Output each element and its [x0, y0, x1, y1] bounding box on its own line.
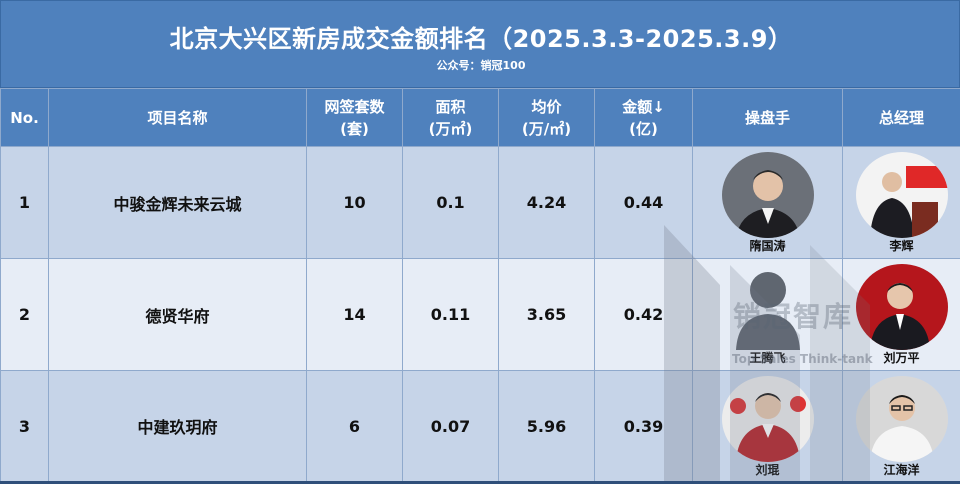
operator-avatar — [721, 152, 814, 238]
col-header-area-unit: (万㎡) — [428, 119, 473, 138]
cell-no: 1 — [0, 146, 49, 259]
cell-operator: 王腾飞 — [692, 258, 843, 371]
cell-area: 0.11 — [402, 258, 499, 371]
col-header-gm: 总经理 — [842, 88, 960, 147]
operator-name: 隋国涛 — [749, 239, 786, 253]
placeholder-person-icon — [722, 264, 814, 350]
col-header-operator: 操盘手 — [692, 88, 843, 147]
cell-amount: 0.42 — [594, 258, 693, 371]
cell-no: 3 — [0, 370, 49, 482]
col-header-price: 均价 (万/㎡) — [498, 88, 595, 147]
col-header-amount-unit: (亿) — [629, 119, 658, 138]
cell-operator: 隋国涛 — [692, 146, 843, 259]
col-header-units: 网签套数 (套) — [306, 88, 403, 147]
cell-area: 0.07 — [402, 370, 499, 482]
cell-operator: 刘琨 — [692, 370, 843, 482]
cell-area: 0.1 — [402, 146, 499, 259]
operator-avatar — [721, 375, 814, 462]
cell-amount: 0.39 — [594, 370, 693, 482]
col-header-amount-label: 金额↓ — [622, 97, 665, 116]
gm-avatar — [855, 152, 948, 238]
col-header-area-label: 面积 — [435, 97, 466, 116]
cell-project: 中骏金辉未来云城 — [48, 146, 307, 259]
gm-name: 刘万平 — [883, 351, 920, 365]
cell-project: 中建玖玥府 — [48, 370, 307, 482]
page-subtitle: 公众号：销冠100 — [436, 59, 526, 72]
col-header-price-unit: (万/㎡) — [521, 119, 572, 138]
page-title: 北京大兴区新房成交金额排名（2025.3.3-2025.3.9） — [169, 25, 793, 53]
col-header-no: No. — [0, 88, 49, 147]
table-row: 2 德贤华府 14 0.11 3.65 0.42 王腾飞 — [0, 258, 960, 371]
title-bar: 北京大兴区新房成交金额排名（2025.3.3-2025.3.9） 公众号：销冠1… — [0, 0, 960, 88]
cell-price: 5.96 — [498, 370, 595, 482]
table-row: 3 中建玖玥府 6 0.07 5.96 0.39 刘琨 — [0, 370, 960, 482]
cell-units: 14 — [306, 258, 403, 371]
col-header-units-label: 网签套数 — [324, 97, 385, 116]
gm-name: 李辉 — [889, 239, 914, 253]
col-header-price-label: 均价 — [531, 97, 562, 116]
cell-project: 德贤华府 — [48, 258, 307, 371]
table-row: 1 中骏金辉未来云城 10 0.1 4.24 0.44 隋国涛 — [0, 146, 960, 259]
watermark-text: 销冠智库 — [733, 300, 854, 333]
col-header-units-unit: (套) — [340, 119, 369, 138]
cell-units: 6 — [306, 370, 403, 482]
table-header-row: No. 项目名称 网签套数 (套) 面积 (万㎡) 均价 (万/㎡) 金额↓ (亿) 操… — [0, 88, 960, 147]
operator-name: 刘琨 — [755, 462, 780, 477]
gm-name: 江海洋 — [883, 462, 920, 477]
gm-avatar — [855, 264, 948, 350]
ranking-table: No. 项目名称 网签套数 (套) 面积 (万㎡) 均价 (万/㎡) 金额↓ (亿) 操… — [0, 88, 960, 482]
bottom-border — [0, 481, 960, 484]
col-header-project: 项目名称 — [48, 88, 307, 147]
cell-price: 3.65 — [498, 258, 595, 371]
cell-no: 2 — [0, 258, 49, 371]
watermark-subtext: Top Sales Think-tank — [732, 352, 873, 366]
cell-units: 10 — [306, 146, 403, 259]
gm-avatar — [855, 375, 948, 462]
operator-name: 王腾飞 — [749, 351, 786, 365]
cell-price: 4.24 — [498, 146, 595, 259]
cell-gm: 刘万平 — [842, 258, 960, 371]
cell-gm: 江海洋 — [842, 370, 960, 482]
col-header-area: 面积 (万㎡) — [402, 88, 499, 147]
cell-gm: 李辉 — [842, 146, 960, 259]
col-header-amount: 金额↓ (亿) — [594, 88, 693, 147]
cell-amount: 0.44 — [594, 146, 693, 259]
